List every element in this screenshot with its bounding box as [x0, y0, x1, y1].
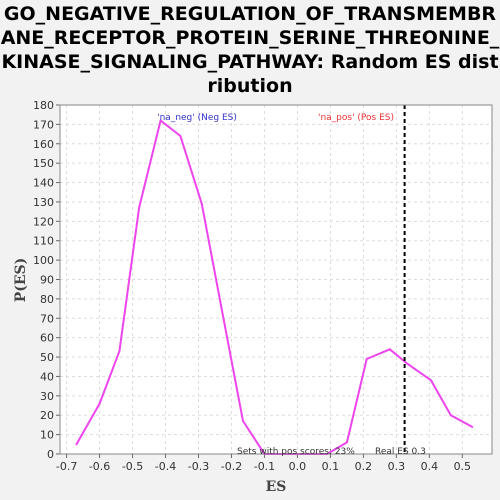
y-tick-label: 140 [33, 177, 54, 190]
y-tick-label: 40 [40, 370, 54, 383]
x-tick-label: 0.4 [421, 460, 439, 473]
es-data-point [388, 348, 391, 351]
es-data-point [98, 402, 101, 405]
es-data-point [365, 357, 368, 360]
y-tick-label: 160 [33, 138, 54, 151]
y-tick-label: 60 [40, 332, 54, 345]
es-data-point [220, 307, 223, 310]
chart-title: GO_NEGATIVE_REGULATION_OF_TRANSMEMBRANE_… [0, 3, 500, 97]
y-tick-label: 70 [40, 312, 54, 325]
es-data-point [471, 425, 474, 428]
real-es-label: Real ES 0.3 [375, 447, 426, 457]
es-data-point [138, 206, 141, 209]
y-tick-label: 20 [40, 409, 54, 422]
plot-frame [59, 104, 493, 455]
y-tick-label: 90 [40, 274, 54, 287]
es-data-point [242, 420, 245, 423]
x-tick-label: -0.3 [188, 460, 209, 473]
x-tick-label: 0.1 [322, 460, 340, 473]
x-tick-label: 0.0 [289, 460, 307, 473]
x-tick-label: 0.3 [388, 460, 406, 473]
neg-es-label: 'na_neg' (Neg ES) [157, 113, 237, 123]
y-tick-label: 80 [40, 293, 54, 306]
y-tick-label: 120 [33, 215, 54, 228]
grid [60, 104, 492, 455]
es-data-point [345, 441, 348, 444]
ticks: 0 10 20 30 40 50 60 70 80 90 100 110 120 130 140 150 160… [33, 99, 471, 473]
y-tick-label: 110 [33, 235, 54, 248]
es-data-point [200, 202, 203, 205]
x-tick-label: -0.5 [122, 460, 143, 473]
es-data-point [429, 379, 432, 382]
x-tick-label: -0.2 [221, 460, 242, 473]
es-data-point [75, 443, 78, 446]
y-tick-label: 10 [40, 429, 54, 442]
x-tick-label: -0.6 [89, 460, 110, 473]
x-tick-label: -0.7 [56, 460, 77, 473]
es-data-point [405, 361, 408, 364]
y-tick-label: 50 [40, 351, 54, 364]
x-tick-label: -0.4 [155, 460, 176, 473]
y-tick-label: 100 [33, 254, 54, 267]
y-axis-label: P(ES) [13, 258, 29, 303]
es-data-point [118, 350, 121, 353]
pos-es-label: 'na_pos' (Pos ES) [318, 113, 394, 123]
y-tick-label: 180 [33, 99, 54, 112]
es-data-point [449, 414, 452, 417]
x-tick-label: -0.1 [254, 460, 275, 473]
es-data-point [179, 135, 182, 138]
y-tick-label: 150 [33, 157, 54, 170]
es-data-point [159, 119, 162, 122]
y-tick-label: 130 [33, 196, 54, 209]
y-tick-label: 30 [40, 390, 54, 403]
sets-pos-scores-label: Sets with pos scores: 23% [237, 447, 355, 457]
x-tick-label: 0.5 [454, 460, 472, 473]
x-tick-label: 0.2 [355, 460, 373, 473]
y-tick-label: 0 [47, 448, 54, 461]
y-tick-label: 170 [33, 118, 54, 131]
x-axis-label: ES [266, 479, 287, 495]
